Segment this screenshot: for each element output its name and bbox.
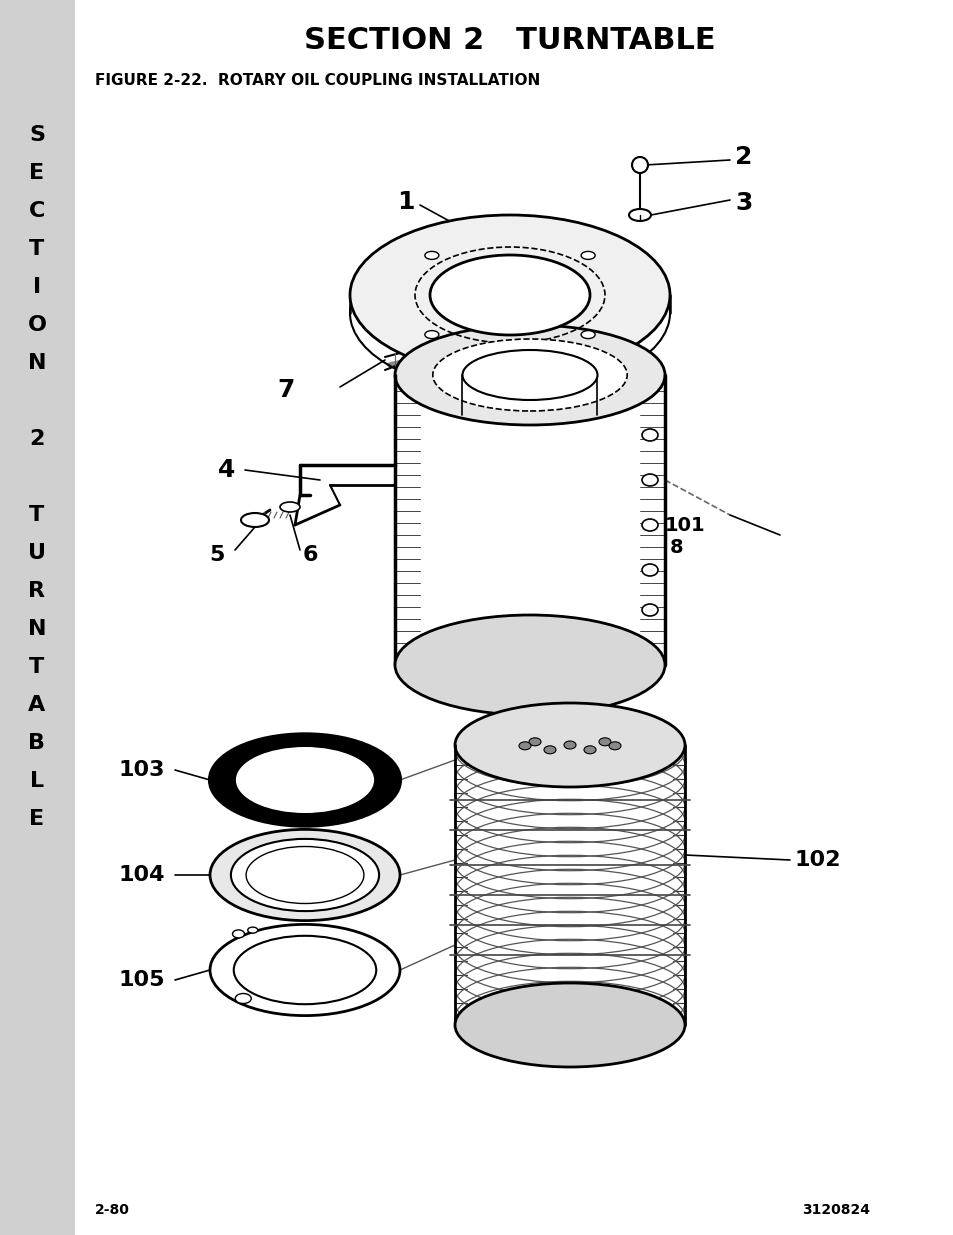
Ellipse shape [241, 513, 269, 527]
Ellipse shape [433, 338, 626, 411]
Text: 1: 1 [397, 190, 415, 214]
Ellipse shape [563, 741, 576, 748]
Text: 4: 4 [217, 458, 234, 482]
Ellipse shape [580, 331, 595, 338]
Text: T: T [30, 240, 45, 259]
Text: T: T [30, 657, 45, 677]
Ellipse shape [641, 474, 658, 487]
Text: 2-80: 2-80 [95, 1203, 130, 1216]
Text: 7: 7 [277, 378, 294, 403]
Ellipse shape [210, 830, 399, 920]
Ellipse shape [462, 350, 597, 400]
Text: 2: 2 [30, 429, 45, 450]
Text: 8: 8 [669, 537, 683, 557]
Ellipse shape [608, 742, 620, 750]
Ellipse shape [455, 703, 684, 787]
Text: I: I [33, 277, 41, 296]
Ellipse shape [543, 746, 556, 753]
Text: N: N [28, 619, 46, 638]
Text: SECTION 2   TURNTABLE: SECTION 2 TURNTABLE [304, 26, 715, 54]
Ellipse shape [424, 252, 438, 259]
Text: E: E [30, 809, 45, 829]
Ellipse shape [210, 925, 399, 1015]
Ellipse shape [210, 735, 399, 826]
Text: O: O [28, 315, 47, 335]
Text: C: C [29, 201, 45, 221]
Ellipse shape [529, 737, 540, 746]
Ellipse shape [236, 747, 373, 813]
Text: 2: 2 [734, 144, 752, 169]
Ellipse shape [280, 501, 299, 513]
Ellipse shape [598, 737, 610, 746]
Text: S: S [29, 125, 45, 144]
Text: A: A [29, 695, 46, 715]
Ellipse shape [233, 930, 244, 937]
Ellipse shape [455, 983, 684, 1067]
Bar [0, 0, 75, 1235]
Ellipse shape [235, 993, 251, 1004]
Ellipse shape [248, 927, 257, 934]
Text: 102: 102 [794, 850, 841, 869]
Ellipse shape [350, 215, 669, 375]
Ellipse shape [246, 846, 363, 904]
Ellipse shape [580, 252, 595, 259]
Ellipse shape [628, 209, 650, 221]
Ellipse shape [231, 839, 378, 911]
Text: 104: 104 [118, 864, 165, 885]
Text: R: R [29, 580, 46, 601]
Ellipse shape [641, 429, 658, 441]
Text: 6: 6 [303, 545, 318, 564]
Text: L: L [30, 771, 44, 790]
Ellipse shape [631, 157, 647, 173]
Text: B: B [29, 734, 46, 753]
Ellipse shape [641, 564, 658, 576]
Ellipse shape [641, 604, 658, 616]
Ellipse shape [518, 742, 531, 750]
Ellipse shape [430, 254, 589, 335]
Text: T: T [30, 505, 45, 525]
Text: E: E [30, 163, 45, 183]
Ellipse shape [424, 331, 438, 338]
Ellipse shape [395, 325, 664, 425]
Text: 105: 105 [118, 969, 165, 990]
Text: FIGURE 2-22.  ROTARY OIL COUPLING INSTALLATION: FIGURE 2-22. ROTARY OIL COUPLING INSTALL… [95, 73, 539, 88]
Text: 3: 3 [734, 191, 752, 215]
Text: N: N [28, 353, 46, 373]
Ellipse shape [583, 746, 596, 753]
Text: U: U [28, 543, 46, 563]
Ellipse shape [233, 936, 375, 1004]
Text: 5: 5 [210, 545, 225, 564]
Ellipse shape [395, 615, 664, 715]
Text: 101: 101 [664, 515, 705, 535]
Text: 3120824: 3120824 [801, 1203, 869, 1216]
Ellipse shape [641, 519, 658, 531]
Text: 103: 103 [118, 760, 165, 781]
